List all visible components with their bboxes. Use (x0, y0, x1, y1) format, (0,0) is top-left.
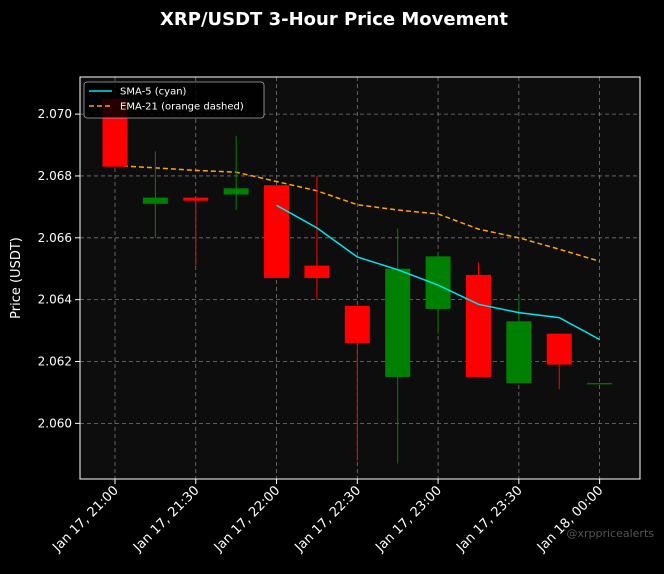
plot-area (80, 77, 640, 479)
ema-line-layer (114, 164, 600, 263)
sma-line-layer (276, 204, 600, 341)
legend-box (83, 81, 265, 119)
candle (304, 175, 330, 300)
y-tick-label: 2.064 (38, 293, 72, 307)
candle (183, 197, 209, 266)
y-tick-label: 2.062 (38, 354, 72, 368)
candle (344, 305, 370, 461)
candle-body-up (425, 256, 451, 309)
candle-body-down (344, 305, 370, 343)
candle-body-down (465, 274, 491, 377)
chart-title: XRP/USDT 3-Hour Price Movement (160, 9, 508, 30)
watermark: @xrppricealerts (566, 527, 654, 540)
y-tick-label: 2.070 (38, 107, 72, 121)
candle (223, 135, 249, 210)
candle (465, 262, 491, 377)
plot-frame (79, 76, 641, 480)
legend-label: SMA-5 (cyan) (120, 87, 187, 98)
candle-body-down (183, 197, 209, 201)
candle-body-down (264, 185, 290, 278)
candle (264, 185, 290, 278)
candle-body-up (587, 383, 613, 385)
candle (546, 333, 572, 390)
candle (506, 296, 532, 384)
candle (425, 253, 451, 334)
candle (385, 228, 411, 464)
candle-body-up (385, 268, 411, 377)
candle-body-up (142, 197, 168, 204)
candle-body-down (304, 265, 330, 278)
y-tick-label: 2.068 (38, 169, 72, 183)
ema-21-line (114, 164, 600, 263)
candle (142, 151, 168, 238)
legend-label: EMA-21 (orange dashed) (120, 102, 244, 113)
candle-body-down (546, 333, 572, 365)
candle-body-up (223, 188, 249, 195)
sma-5-line (276, 204, 600, 341)
y-tick-label: 2.066 (38, 231, 72, 245)
candle-body-up (506, 321, 532, 384)
y-tick-label: 2.060 (38, 416, 72, 430)
legend: SMA-5 (cyan) EMA-21 (orange dashed) (83, 81, 265, 119)
y-axis-label: Price (USDT) (9, 237, 24, 319)
candle (587, 383, 613, 385)
